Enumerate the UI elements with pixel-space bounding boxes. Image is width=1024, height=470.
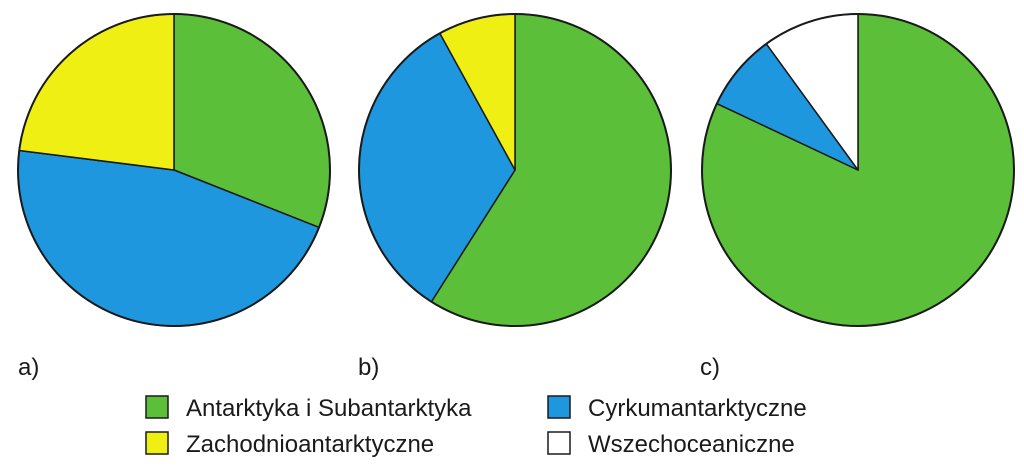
pie-c-slices	[701, 13, 1015, 327]
pie-a: a)	[17, 13, 331, 381]
legend-item-cyrkumantarktyczne: Cyrkumantarktyczne	[547, 395, 807, 422]
pie-c-outline	[701, 13, 1015, 327]
pie-b-slices	[358, 13, 672, 327]
panel-label-b: b)	[358, 354, 379, 381]
panel-label-c: c)	[700, 354, 720, 381]
legend-label-antarktyka: Antarktyka i Subantarktyka	[186, 395, 472, 422]
legend-item-antarktyka: Antarktyka i Subantarktyka	[145, 395, 472, 422]
legend-label-cyrkumantarktyczne: Cyrkumantarktyczne	[588, 395, 807, 422]
pie-a-slice-zachodnioantarktyczne	[18, 13, 175, 171]
pie-c: c)	[700, 13, 1015, 381]
legend-label-zachodnioantarktyczne: Zachodnioantarktyczne	[186, 431, 434, 458]
legend-swatch-wszechoceaniczne	[547, 431, 571, 455]
legend-label-wszechoceaniczne: Wszechoceaniczne	[588, 431, 795, 458]
legend-item-wszechoceaniczne: Wszechoceaniczne	[547, 431, 795, 458]
legend: Antarktyka i Subantarktyka Cyrkumantarkt…	[145, 395, 807, 458]
legend-swatch-cyrkumantarktyczne	[547, 395, 571, 419]
pie-b-outline	[358, 13, 672, 327]
pie-a-slices	[17, 13, 331, 327]
legend-swatch-antarktyka	[145, 395, 169, 419]
panel-label-a: a)	[18, 354, 39, 381]
pie-b: b)	[358, 13, 672, 381]
legend-item-zachodnioantarktyczne: Zachodnioantarktyczne	[145, 431, 434, 458]
pie-a-outline	[17, 13, 331, 327]
legend-swatch-zachodnioantarktyczne	[145, 431, 169, 455]
